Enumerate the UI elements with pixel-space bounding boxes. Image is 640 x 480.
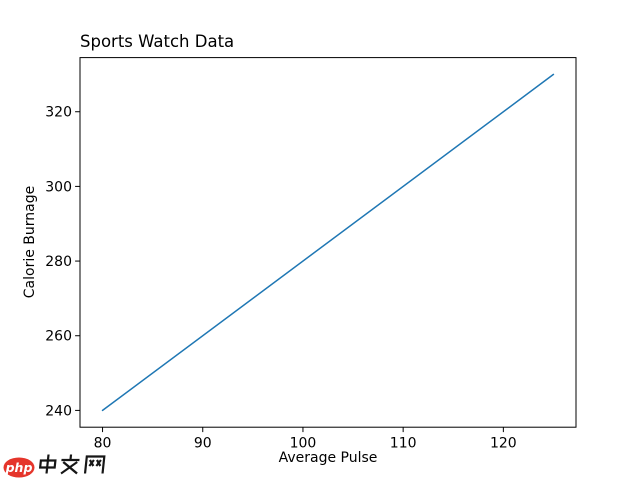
- php-badge-ellipse: [3, 457, 35, 478]
- y-tick-label: 320: [45, 105, 72, 121]
- y-tick-label: 260: [45, 329, 72, 345]
- y-tick-label: 280: [45, 254, 72, 270]
- x-tick-label: 120: [490, 436, 517, 452]
- x-tick-label: 100: [290, 436, 317, 452]
- x-tick-label: 90: [194, 436, 212, 452]
- glyph-wang-frame: [83, 455, 106, 474]
- chart-title: Sports Watch Data: [80, 32, 235, 51]
- x-tick-label: 110: [390, 436, 417, 452]
- axes-frame: [79, 57, 577, 428]
- glyph-wang-x2b: [95, 459, 102, 467]
- php-badge-text: php: [5, 460, 33, 475]
- y-tick-label: 240: [45, 403, 72, 419]
- glyph-wen-stroke2: [60, 461, 78, 475]
- x-tick-label: 80: [94, 436, 112, 452]
- glyph-wang-x1b: [88, 459, 95, 467]
- glyph-zhong-box: [38, 459, 57, 469]
- site-name-glyphs: [38, 454, 106, 475]
- glyph-zhong: [45, 454, 50, 474]
- glyph-wen-dot: [69, 454, 73, 460]
- php-cn-logo-graphic: php: [3, 454, 106, 478]
- watermark-logo: 中文网 php: [2, 450, 110, 478]
- y-axis-label: Calorie Burnage: [22, 185, 38, 299]
- x-axis-label: Average Pulse: [278, 450, 378, 466]
- y-tick-label: 300: [45, 179, 72, 195]
- data-line-calorie-burnage-line: [101, 73, 555, 412]
